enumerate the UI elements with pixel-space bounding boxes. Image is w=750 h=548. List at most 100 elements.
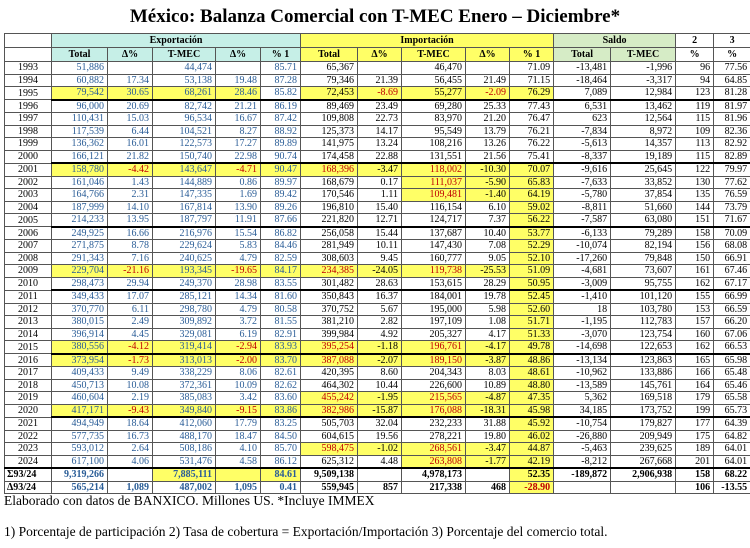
data-cell: 4.45 (107, 327, 153, 341)
data-cell: 14.34 (215, 289, 261, 304)
data-cell: 81.96 (713, 112, 750, 126)
data-cell: 155 (675, 289, 715, 304)
data-cell: 1.11 (357, 188, 403, 202)
table-row: 1999 136,362 16.01 122,573 17.27 89.89 141,975… (4, 137, 750, 151)
data-cell: 19.48 (215, 73, 261, 87)
year-cell: 2010 (4, 276, 52, 291)
data-cell: 19.80 (465, 429, 511, 443)
data-cell: 7.37 (465, 213, 511, 227)
data-cell: 23.49 (357, 98, 403, 113)
data-cell: 119,738 (401, 264, 467, 278)
data-cell: 66.91 (713, 251, 750, 265)
data-cell (215, 61, 261, 75)
trade-balance-table: Exportación Importación Saldo 2 3 Total … (4, 33, 750, 494)
data-cell: 123,754 (610, 327, 677, 341)
data-cell: 56,455 (401, 73, 467, 87)
data-cell: 101,120 (610, 289, 677, 304)
data-cell: 115 (675, 112, 715, 126)
data-cell: 15.44 (357, 225, 403, 240)
data-cell: 1.08 (465, 315, 511, 329)
data-cell: 189,150 (401, 352, 467, 367)
data-cell: 12.71 (357, 213, 403, 227)
data-cell: 5.83 (215, 239, 261, 253)
data-cell: -5,613 (553, 137, 612, 151)
data-cell: 17.34 (107, 73, 153, 87)
data-cell: -13,481 (553, 61, 612, 75)
data-cell: 193,345 (152, 264, 216, 278)
data-cell: 66.99 (713, 289, 750, 304)
data-cell: 77.43 (509, 98, 555, 113)
header-saldo: Saldo (553, 33, 677, 48)
data-cell: 598,475 (300, 442, 359, 456)
data-cell: 79.97 (713, 162, 750, 177)
data-cell: -13,134 (553, 352, 612, 367)
data-cell: 65.46 (713, 378, 750, 392)
data-cell: 215,565 (401, 391, 467, 405)
data-cell: 508,186 (152, 442, 216, 456)
totals-cell: 9,319,266 (51, 467, 108, 482)
data-cell: 76.47 (509, 112, 555, 126)
data-cell: 30.65 (107, 86, 153, 100)
data-cell: 308,603 (300, 251, 359, 265)
table-row: 2014 396,914 4.45 329,081 6.19 82.91 399,984 4.… (4, 327, 750, 341)
data-cell: 18.47 (215, 429, 261, 443)
data-cell: 51.09 (509, 264, 555, 278)
data-cell: -9.43 (107, 403, 153, 418)
data-cell: 42.19 (509, 454, 555, 469)
data-cell: 89.89 (259, 137, 302, 151)
data-cell: 14.17 (357, 124, 403, 138)
year-cell: 2014 (4, 327, 52, 341)
data-cell: 6.11 (107, 302, 153, 316)
year-cell: 2022 (4, 429, 52, 443)
data-cell: 56.22 (509, 213, 555, 227)
data-cell: 450,713 (51, 378, 108, 392)
data-cell: 417,171 (51, 403, 108, 418)
data-cell: 201 (675, 454, 715, 469)
data-cell: 240,625 (152, 251, 216, 265)
data-cell: 16.37 (357, 289, 403, 304)
data-cell: 387,088 (300, 352, 359, 367)
data-cell: 2.64 (107, 442, 153, 456)
data-cell: 104,521 (152, 124, 216, 138)
totals-cell: 468 (465, 480, 511, 494)
year-cell: 2012 (4, 302, 52, 316)
data-cell: 204,343 (401, 366, 467, 380)
data-cell: 81.28 (713, 86, 750, 100)
data-cell: 189 (675, 442, 715, 456)
data-cell: 14,357 (610, 137, 677, 151)
table-row: 2024 617,100 4.06 531,476 4.58 86.12 625,312 4.… (4, 454, 750, 469)
data-cell: -15.87 (357, 403, 403, 418)
data-cell: 89.97 (259, 175, 302, 189)
data-cell: 10.08 (107, 378, 153, 392)
data-cell: 195,000 (401, 302, 467, 316)
data-cell: 45.92 (509, 416, 555, 431)
table-row: 2004 187,999 14.10 167,814 13.90 89.26 196,810… (4, 200, 750, 214)
data-cell: 79,542 (51, 86, 108, 100)
data-cell: 45.98 (509, 403, 555, 418)
data-cell: 147,430 (401, 239, 467, 253)
data-cell: 65.73 (713, 403, 750, 418)
data-cell: 103,780 (610, 302, 677, 316)
year-cell: 2024 (4, 454, 52, 469)
table-row: 2020 417,171 -9.43 349,840 -9.15 83.86 382,986… (4, 403, 750, 418)
data-cell (465, 61, 511, 75)
data-cell: -1.40 (465, 188, 511, 202)
data-cell: 25.33 (465, 98, 511, 113)
data-cell: -10,754 (553, 416, 612, 431)
data-cell: 21.21 (215, 98, 261, 113)
data-cell: 94 (675, 73, 715, 87)
data-cell: 158,780 (51, 162, 108, 177)
data-cell: 177 (675, 416, 715, 431)
data-cell: 48.61 (509, 366, 555, 380)
data-cell: 161 (675, 264, 715, 278)
table-row: 2006 249,925 16.66 216,976 15.54 86.82 256,058… (4, 225, 750, 240)
data-cell: 350,843 (300, 289, 359, 304)
col-header: Total (553, 47, 612, 62)
data-cell: -4,681 (553, 264, 612, 278)
data-cell: 87.42 (259, 112, 302, 126)
totals-cell: 565,214 (51, 480, 108, 494)
data-cell: 9.45 (357, 251, 403, 265)
year-cell: 1997 (4, 112, 52, 126)
totals-cell: 559,945 (300, 480, 359, 494)
data-cell: 51,660 (610, 200, 677, 214)
